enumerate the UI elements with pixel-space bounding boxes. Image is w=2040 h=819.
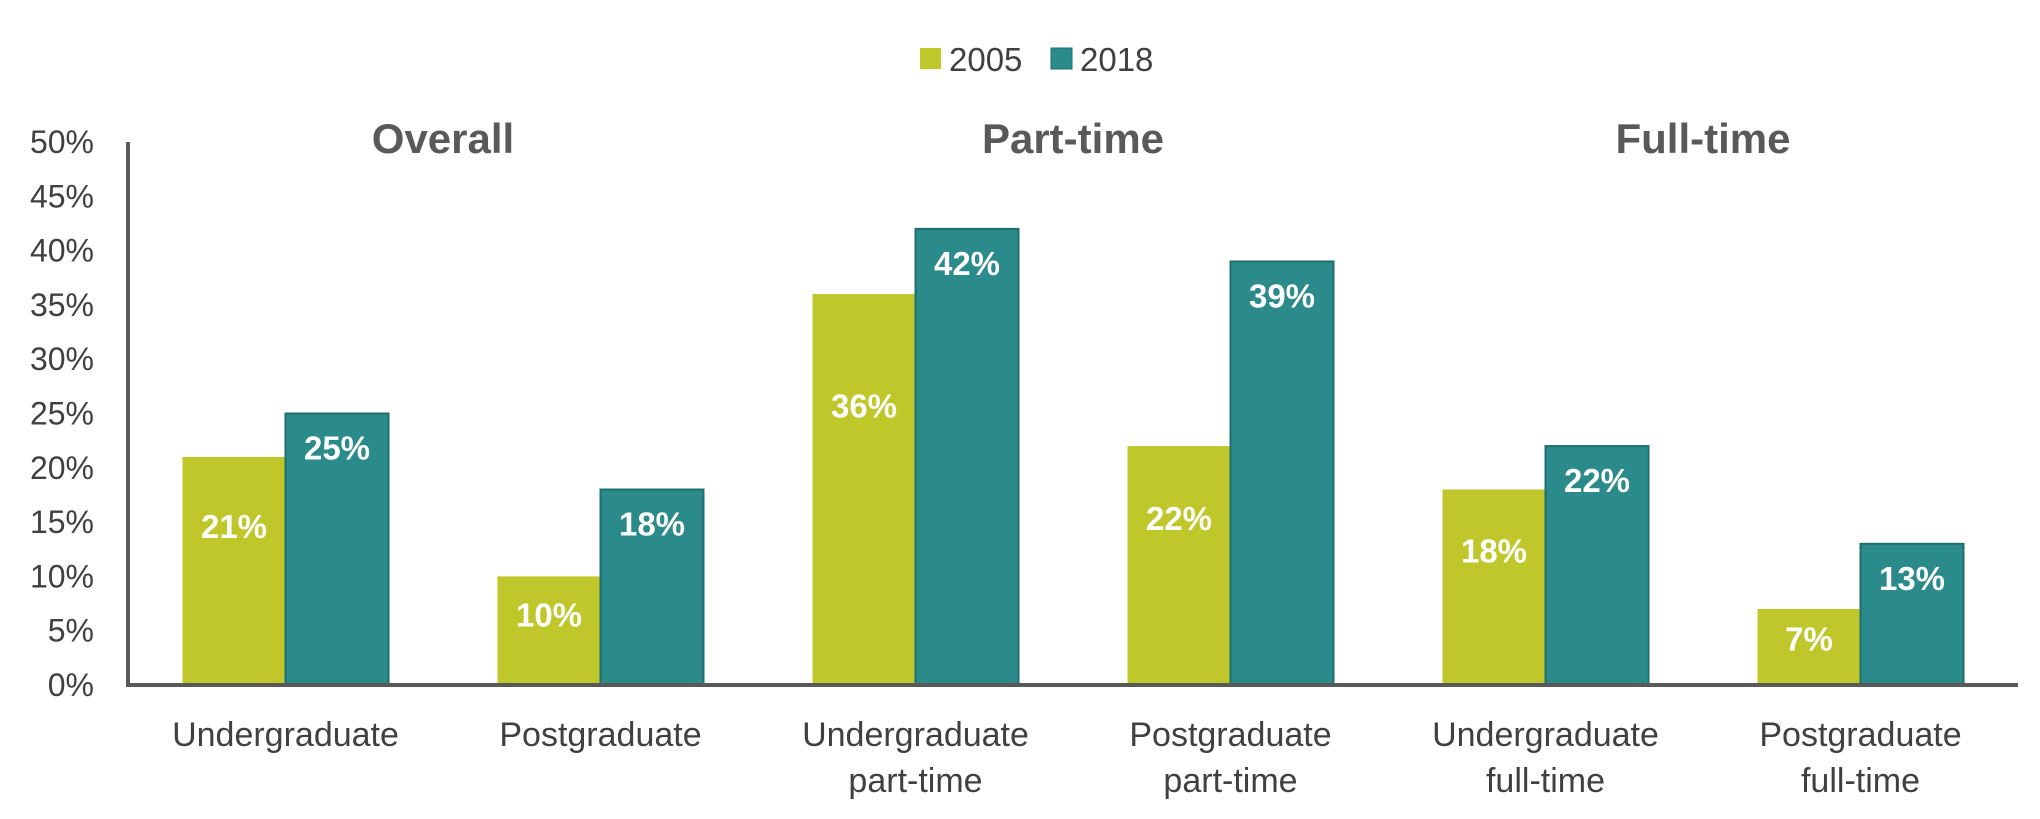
group-title: Full-time xyxy=(1616,115,1791,162)
legend-label: 2005 xyxy=(949,41,1022,78)
data-label: 18% xyxy=(619,506,685,543)
bar-2005-2 xyxy=(812,294,916,685)
legend-swatch-2005 xyxy=(920,48,941,69)
y-tick-label: 15% xyxy=(30,504,94,540)
bar-2018-5 xyxy=(1859,542,1965,686)
bar-2018-4 xyxy=(1544,445,1650,686)
y-tick-label: 20% xyxy=(30,450,94,486)
y-tick-label: 40% xyxy=(30,233,94,269)
category-label: Undergraduate xyxy=(802,716,1029,754)
data-label: 25% xyxy=(304,430,370,467)
y-tick-label: 10% xyxy=(30,558,94,594)
data-label: 13% xyxy=(1879,560,1945,597)
data-label: 42% xyxy=(934,245,1000,282)
bar-2018-1 xyxy=(599,488,705,686)
legend-swatch-2018 xyxy=(1050,47,1073,70)
data-label: 39% xyxy=(1249,277,1315,314)
bar-2005-0 xyxy=(182,456,286,685)
y-tick-label: 50% xyxy=(30,124,94,160)
category-label: full-time xyxy=(1801,762,1920,800)
data-label: 10% xyxy=(516,597,582,634)
data-label: 36% xyxy=(831,388,897,425)
category-label: Undergraduate xyxy=(172,716,399,754)
data-label: 22% xyxy=(1564,462,1630,499)
legend-label: 2018 xyxy=(1080,41,1153,78)
y-tick-label: 35% xyxy=(30,287,94,323)
category-label: Undergraduate xyxy=(1432,716,1659,754)
y-tick-label: 25% xyxy=(30,396,94,432)
category-label: Postgraduate xyxy=(1129,716,1331,754)
bar-2005-4 xyxy=(1442,489,1546,685)
category-label: part-time xyxy=(1163,762,1297,800)
data-label: 7% xyxy=(1785,621,1833,658)
y-tick-label: 0% xyxy=(48,667,94,703)
data-label: 21% xyxy=(201,508,267,545)
bar-2005-3 xyxy=(1127,446,1231,685)
bar-2005-5 xyxy=(1757,608,1861,685)
bar-2018-3 xyxy=(1229,260,1335,686)
category-label: full-time xyxy=(1486,762,1605,800)
data-label: 22% xyxy=(1146,500,1212,537)
category-label: Postgraduate xyxy=(499,716,701,754)
category-label: Postgraduate xyxy=(1759,716,1961,754)
group-title: Part-time xyxy=(982,115,1164,162)
y-tick-label: 45% xyxy=(30,178,94,214)
data-label: 18% xyxy=(1461,532,1527,569)
y-tick-label: 30% xyxy=(30,341,94,377)
y-tick-label: 5% xyxy=(48,613,94,649)
bar-2005-1 xyxy=(497,576,601,685)
bar-2018-2 xyxy=(914,227,1020,686)
category-label: part-time xyxy=(848,762,982,800)
group-title: Overall xyxy=(372,115,514,162)
